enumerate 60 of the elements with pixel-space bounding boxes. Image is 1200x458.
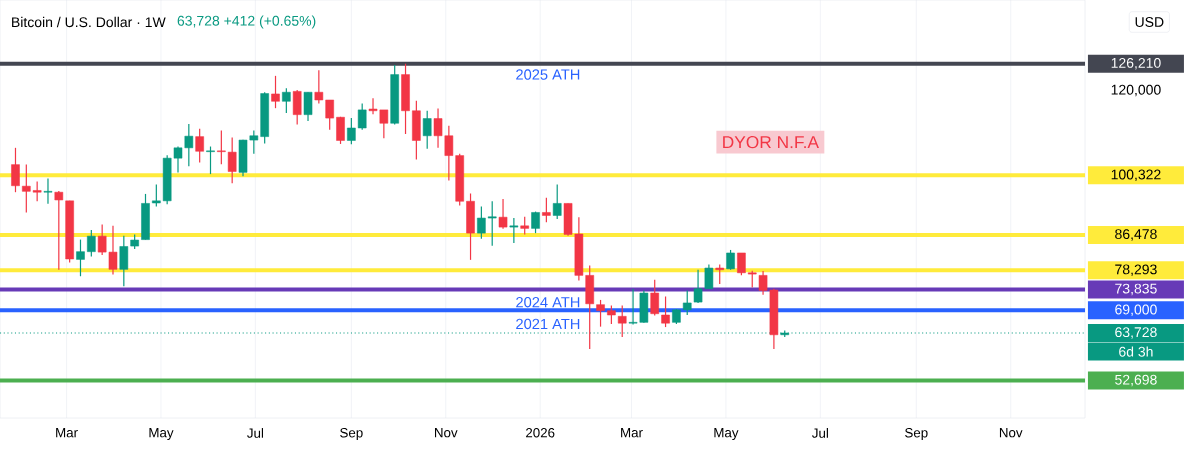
candlestick — [271, 75, 280, 109]
candlestick — [617, 304, 627, 338]
candlestick — [509, 217, 519, 244]
text: 63,728 +412 (+0.65%) — [177, 15, 316, 29]
candlestick — [292, 89, 302, 126]
x-tick-label: Mar — [56, 428, 78, 438]
x-tick-label: Sep — [905, 428, 928, 441]
candlestick — [542, 197, 551, 223]
y-tick-label: 120,000 — [1111, 84, 1161, 97]
annotation: DYOR N.F.A — [723, 135, 819, 149]
candlestick — [347, 117, 356, 145]
y-tick-label: 126,210 — [1111, 57, 1161, 70]
x-tick-label: Jul — [812, 428, 828, 438]
x-tick-label: May — [149, 428, 174, 440]
candlestick — [54, 190, 64, 271]
x-tick-label: 2026 — [526, 428, 555, 438]
candlestick — [357, 102, 367, 131]
candlestick — [11, 147, 20, 193]
x-tick-label: Nov — [999, 428, 1023, 438]
candlestick — [206, 145, 215, 175]
candlestick — [726, 249, 735, 271]
x-tick-label: Sep — [340, 428, 363, 441]
x-tick-label: May — [714, 428, 739, 440]
candlestick — [661, 295, 670, 328]
candlestick — [76, 239, 85, 277]
y-tick-label: 52,698 — [1115, 374, 1157, 387]
text: 6d 3h — [1119, 346, 1153, 357]
annotation: 2025 ATH — [516, 69, 580, 80]
y-tick-label: 63,728 — [1115, 327, 1157, 339]
candlestick — [682, 289, 692, 316]
y-tick-label: 73,835 — [1115, 283, 1157, 296]
candlestick — [87, 229, 96, 258]
candlestick — [422, 110, 432, 150]
text: Bitcoin / U.S. Dollar · 1W — [12, 16, 166, 28]
candlestick — [43, 177, 53, 205]
candlestick — [336, 116, 345, 145]
y-tick-label: 100,322 — [1111, 169, 1161, 182]
candlestick — [303, 91, 313, 122]
candlestick — [737, 252, 746, 276]
candlestick — [715, 264, 725, 285]
candlestick — [477, 205, 486, 240]
candlestick — [607, 304, 616, 325]
annotation: 2024 ATH — [516, 297, 580, 308]
candlestick — [498, 198, 508, 230]
y-axis-title: USD — [1135, 17, 1164, 27]
candlestick — [552, 183, 562, 220]
candlestick — [596, 299, 605, 328]
y-tick-label: 78,293 — [1115, 264, 1157, 277]
candlestick — [195, 128, 204, 164]
candlestick — [487, 200, 497, 247]
x-tick-label: Nov — [435, 428, 458, 438]
candlestick — [227, 136, 237, 184]
candlestick — [217, 129, 226, 165]
annotation: 2021 ATH — [516, 318, 580, 330]
x-tick-label: Mar — [621, 428, 643, 438]
candlestick — [650, 279, 660, 317]
y-tick-label: 69,000 — [1115, 304, 1157, 317]
x-tick-label: Jul — [247, 428, 264, 438]
y-tick-label: 86,478 — [1115, 229, 1157, 241]
candlestick — [282, 87, 291, 114]
